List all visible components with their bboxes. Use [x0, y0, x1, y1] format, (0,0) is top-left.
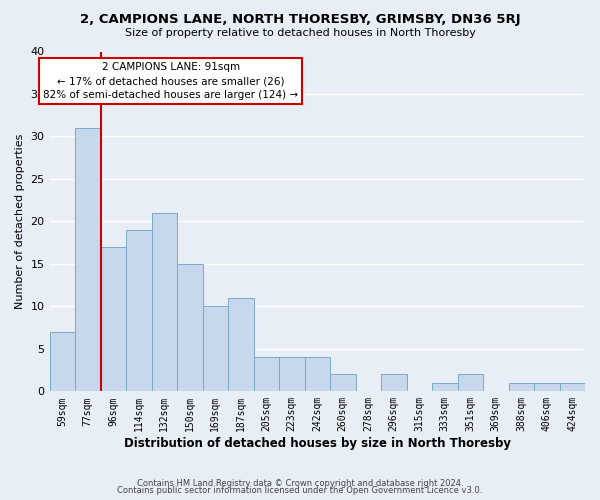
- Text: 2, CAMPIONS LANE, NORTH THORESBY, GRIMSBY, DN36 5RJ: 2, CAMPIONS LANE, NORTH THORESBY, GRIMSB…: [80, 12, 520, 26]
- Bar: [101, 247, 126, 392]
- Text: 2 CAMPIONS LANE: 91sqm
← 17% of detached houses are smaller (26)
82% of semi-det: 2 CAMPIONS LANE: 91sqm ← 17% of detached…: [43, 62, 298, 100]
- Bar: [381, 374, 407, 392]
- Bar: [177, 264, 203, 392]
- Bar: [203, 306, 228, 392]
- Bar: [152, 213, 177, 392]
- Bar: [534, 383, 560, 392]
- Bar: [330, 374, 356, 392]
- Bar: [126, 230, 152, 392]
- Text: Contains public sector information licensed under the Open Government Licence v3: Contains public sector information licen…: [118, 486, 482, 495]
- Bar: [509, 383, 534, 392]
- Bar: [50, 332, 75, 392]
- Bar: [228, 298, 254, 392]
- X-axis label: Distribution of detached houses by size in North Thoresby: Distribution of detached houses by size …: [124, 437, 511, 450]
- Y-axis label: Number of detached properties: Number of detached properties: [15, 134, 25, 309]
- Text: Contains HM Land Registry data © Crown copyright and database right 2024.: Contains HM Land Registry data © Crown c…: [137, 478, 463, 488]
- Bar: [305, 358, 330, 392]
- Bar: [75, 128, 101, 392]
- Text: Size of property relative to detached houses in North Thoresby: Size of property relative to detached ho…: [125, 28, 475, 38]
- Bar: [458, 374, 483, 392]
- Bar: [560, 383, 585, 392]
- Bar: [279, 358, 305, 392]
- Bar: [254, 358, 279, 392]
- Bar: [432, 383, 458, 392]
